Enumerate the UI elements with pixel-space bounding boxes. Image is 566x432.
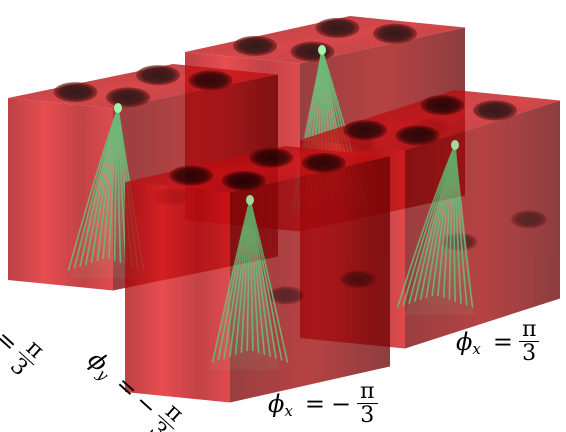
label-sign: − <box>330 389 352 418</box>
top-hole <box>290 41 335 62</box>
label-phi-x-pos: ϕ x = π 3 <box>456 318 540 367</box>
block-phi-y-neg <box>125 146 390 403</box>
top-hole <box>343 120 387 141</box>
top-hole <box>249 147 294 168</box>
label-equals: = <box>304 389 325 418</box>
label-subscript: x <box>472 339 481 358</box>
label-symbol: ϕ <box>456 327 473 356</box>
fiber-strand <box>249 199 289 363</box>
top-hole <box>395 125 440 146</box>
label-denominator: 3 <box>360 403 375 429</box>
top-hole <box>473 100 517 121</box>
label-equals: = <box>492 327 513 356</box>
label-subscript: x <box>284 401 293 420</box>
label-numerator: π <box>357 380 378 405</box>
label-phi-x-neg: ϕ x = − π 3 <box>268 380 378 427</box>
label-fraction: π 3 <box>518 318 540 367</box>
top-hole <box>53 82 98 103</box>
fiber-strand <box>454 144 474 308</box>
top-hole <box>233 35 277 56</box>
top-hole <box>188 70 233 91</box>
top-hole <box>169 165 214 186</box>
fiber-tip <box>318 45 326 55</box>
label-denominator: 3 <box>522 341 537 367</box>
fiber-tip <box>246 195 254 205</box>
label-symbol: ϕ <box>268 389 285 418</box>
top-hole <box>136 65 180 86</box>
top-hole <box>373 23 417 44</box>
side-hole <box>268 286 304 305</box>
side-hole <box>340 270 376 289</box>
top-hole <box>301 152 346 173</box>
label-numerator: π <box>518 318 540 343</box>
top-hole <box>315 17 360 38</box>
side-hole <box>511 210 547 229</box>
top-hole <box>106 87 150 108</box>
top-hole <box>420 95 465 116</box>
fiber-tip <box>114 103 122 113</box>
label-fraction: π 3 <box>357 380 378 429</box>
block-front-face <box>125 182 230 403</box>
fiber-tip <box>451 140 459 150</box>
top-hole <box>221 170 266 191</box>
